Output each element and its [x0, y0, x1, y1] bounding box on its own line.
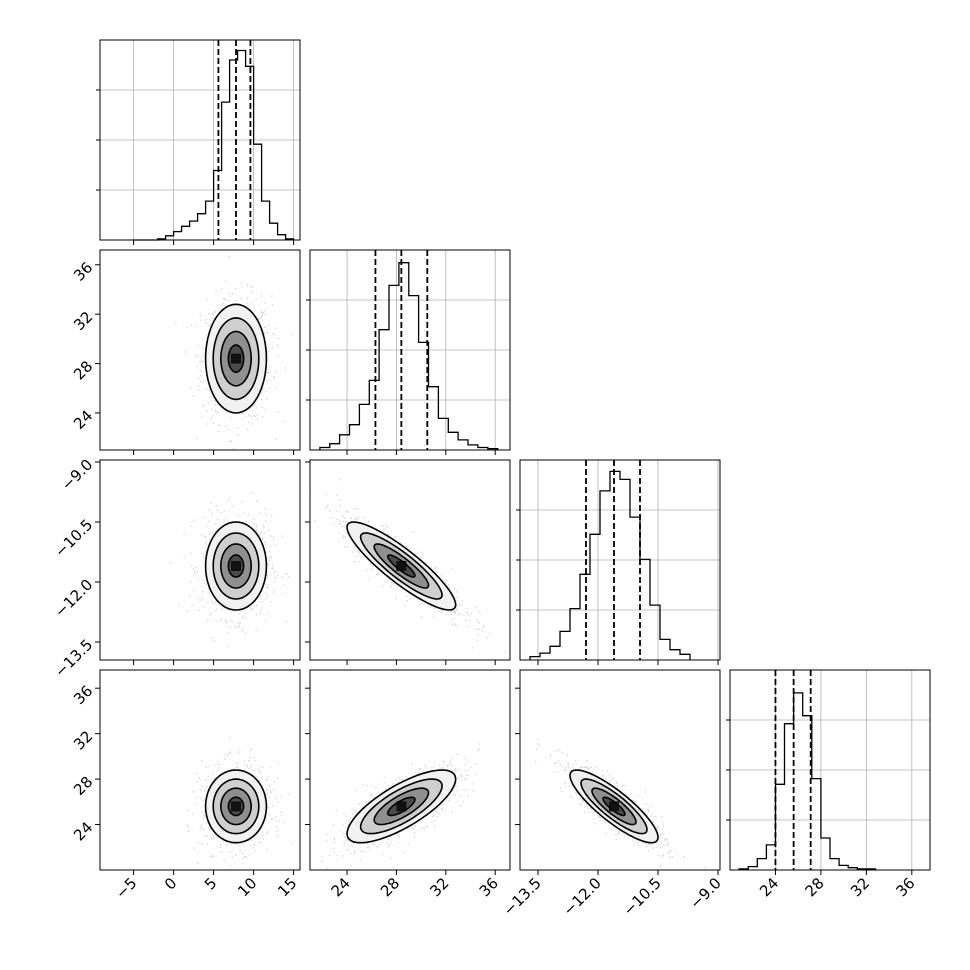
x-tick-label: 24: [328, 874, 354, 900]
panel-background: [100, 670, 300, 870]
x-tick-label: 28: [377, 874, 403, 900]
contour-line: [580, 778, 648, 835]
y-tick-label: 32: [70, 308, 96, 334]
histogram-step-line: [529, 470, 691, 660]
contour-line: [212, 317, 260, 401]
x-tick-label: −12.0: [560, 874, 605, 919]
panel-content: [170, 492, 290, 647]
contour-line: [373, 787, 430, 826]
contour-line: [219, 330, 253, 387]
x-tick-label: 0: [161, 874, 180, 893]
contour-line: [359, 532, 443, 600]
contour-line: [387, 796, 416, 817]
density-peak: [231, 801, 241, 812]
y-tick-label: 28: [70, 357, 96, 383]
x-tick-label: 32: [847, 874, 873, 900]
panel-content: [535, 739, 706, 870]
density-peak: [396, 801, 407, 812]
contour-line: [346, 521, 457, 611]
hist-panel-3: [726, 669, 931, 875]
panel-frame: [519, 459, 721, 661]
contour-line: [227, 344, 245, 373]
x-tick-label: 28: [802, 874, 828, 900]
contour-line: [204, 769, 268, 844]
scatter-panel-2-0: [95, 459, 301, 665]
y-tick-label: −13.5: [51, 636, 96, 681]
histogram-step-line: [319, 262, 499, 450]
contour-line: [227, 554, 245, 578]
histogram-step-line: [133, 49, 295, 241]
x-tick-label: −9.0: [686, 874, 724, 912]
panel-content: [310, 479, 506, 653]
hist-panel-0: [96, 39, 301, 245]
panel-frame: [99, 39, 301, 241]
panel-frame: [519, 669, 721, 871]
x-tick-label: 5: [201, 874, 220, 893]
hist-panel-2: [516, 459, 721, 665]
x-tick-label: 15: [274, 874, 300, 900]
hist-panel-1: [306, 249, 511, 455]
x-tick-label: 36: [892, 874, 918, 900]
contour-line: [602, 796, 626, 817]
density-peak: [231, 561, 241, 571]
y-tick-label: 32: [70, 727, 96, 753]
histogram-step-line: [738, 692, 877, 870]
contour-line: [373, 543, 430, 589]
y-tick-label: 36: [70, 682, 96, 708]
density-peak: [609, 801, 619, 812]
x-tick-label: 36: [476, 874, 502, 900]
x-tick-label: 32: [426, 874, 452, 900]
contour-line: [219, 787, 253, 826]
panel-frame: [309, 249, 511, 451]
y-tick-label: 36: [70, 258, 96, 284]
scatter-panel-3-0: [95, 669, 301, 875]
x-tick-label: −13.5: [500, 874, 545, 919]
panel-frame: [309, 459, 511, 661]
panel-background: [310, 670, 510, 870]
panel-frame: [99, 249, 301, 451]
y-tick-label: 28: [70, 773, 96, 799]
scatter-panel-3-1: [305, 669, 511, 875]
panel-frame: [729, 669, 931, 871]
scatter-panel-3-2: [515, 669, 721, 875]
contour-line: [591, 787, 637, 826]
y-tick-label: −9.0: [58, 456, 96, 494]
x-tick-label: 24: [756, 874, 782, 900]
y-tick-label: 24: [70, 818, 96, 844]
x-tick-label: 10: [234, 874, 260, 900]
y-tick-label: −12.0: [51, 576, 96, 621]
contour-line: [227, 796, 245, 817]
y-tick-label: 24: [70, 407, 96, 433]
contour-line: [219, 543, 253, 589]
contour-line: [569, 769, 659, 844]
contour-line: [346, 769, 457, 844]
contour-line: [204, 521, 268, 611]
x-tick-label: −10.5: [620, 874, 665, 919]
panel-content: [321, 743, 481, 870]
contour-line: [212, 532, 260, 600]
panel-frame: [99, 669, 301, 871]
scatter-panel-2-1: [305, 459, 511, 665]
contour-line: [204, 303, 268, 414]
density-peak: [396, 561, 407, 571]
sample-points: [186, 737, 294, 870]
panel-content: [175, 256, 293, 450]
contour-line: [359, 778, 443, 835]
panel-content: [186, 737, 294, 870]
y-tick-label: −10.5: [51, 516, 96, 561]
panel-frame: [309, 669, 511, 871]
scatter-panel-1-0: [95, 249, 301, 455]
contour-line: [387, 554, 416, 578]
panel-background: [100, 250, 300, 450]
x-tick-label: −5: [112, 874, 140, 902]
contour-line: [212, 778, 260, 835]
panel-background: [520, 670, 720, 870]
density-peak: [231, 353, 241, 364]
panel-frame: [99, 459, 301, 661]
